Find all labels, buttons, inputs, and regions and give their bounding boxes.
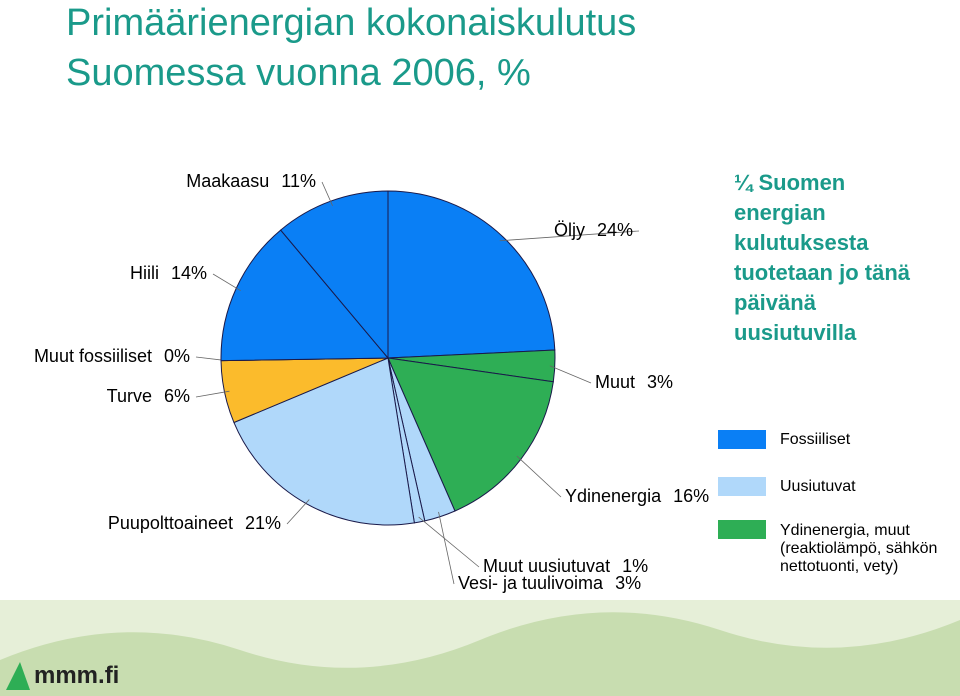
slice-label: Maakaasu 11% <box>186 171 316 191</box>
slice-value: 14% <box>171 263 207 283</box>
logo-mark <box>6 662 30 690</box>
slice-value: 3% <box>615 573 641 593</box>
slice-value: 11% <box>281 171 316 191</box>
slice-value: 6% <box>164 386 190 406</box>
pie-slice <box>387 357 554 512</box>
leader-line <box>418 516 480 568</box>
slice-label: Öljy 24% <box>554 220 633 240</box>
slice-label: Vesi- ja tuulivoima 3% <box>458 573 641 593</box>
slice-value: 0% <box>164 346 190 366</box>
leader-line <box>321 181 333 206</box>
title: Primäärienergian kokonaiskulutus <box>66 2 637 44</box>
leader-line <box>195 390 230 398</box>
slice-name: Ydinenergia <box>565 486 662 506</box>
slice-name: Hiili <box>130 263 159 283</box>
slice-label: Muut uusiutuvat 1% <box>483 556 648 576</box>
pie-slice <box>220 229 390 362</box>
leader-line <box>286 499 310 525</box>
slice-value: 24% <box>597 220 633 240</box>
slice-label: Hiili 14% <box>130 263 207 283</box>
leader-line <box>438 511 455 585</box>
slice-name: Turve <box>107 386 152 406</box>
subtitle: Suomessa vuonna 2006, % <box>66 52 531 94</box>
slice-value: 1% <box>622 556 648 576</box>
legend-label: Uusiutuvat <box>780 478 856 495</box>
leader-line <box>516 455 562 498</box>
slice-label: Muut 3% <box>595 372 673 392</box>
legend-swatch <box>718 477 766 496</box>
slice-value: 3% <box>647 372 673 392</box>
footer-logo: mmm.fi <box>34 662 120 689</box>
leader-line <box>549 365 592 384</box>
pie-slice <box>233 357 415 526</box>
slice-value: 16% <box>673 486 709 506</box>
leader-line <box>212 273 241 292</box>
slice-name: Vesi- ja tuulivoima <box>458 573 604 593</box>
annotation: ¼ Suomen energian kulutuksesta tuotetaan… <box>734 170 911 345</box>
slice-name: Puupolttoaineet <box>108 513 233 533</box>
legend-swatch <box>718 430 766 449</box>
slice-label: Muut fossiiliset 0% <box>34 346 190 366</box>
pie-slice <box>387 190 556 359</box>
slice-label: Ydinenergia 16% <box>565 486 709 506</box>
slice-label: Puupolttoaineet 21% <box>108 513 281 533</box>
slice-value: 21% <box>245 513 281 533</box>
slice-name: Muut <box>595 372 635 392</box>
leader-line <box>499 230 640 242</box>
background-hills <box>0 612 960 696</box>
legend-label: Ydinenergia, muut (reaktiolämpö, sähkön … <box>780 522 938 575</box>
slice-name: Muut fossiiliset <box>34 346 152 366</box>
slice-name: Öljy <box>554 220 585 240</box>
slice-name: Muut uusiutuvat <box>483 556 610 576</box>
legend-swatch <box>718 520 766 539</box>
legend-label: Fossiiliset <box>780 431 851 448</box>
slice-label: Turve 6% <box>107 386 190 406</box>
slice-name: Maakaasu <box>186 171 269 191</box>
